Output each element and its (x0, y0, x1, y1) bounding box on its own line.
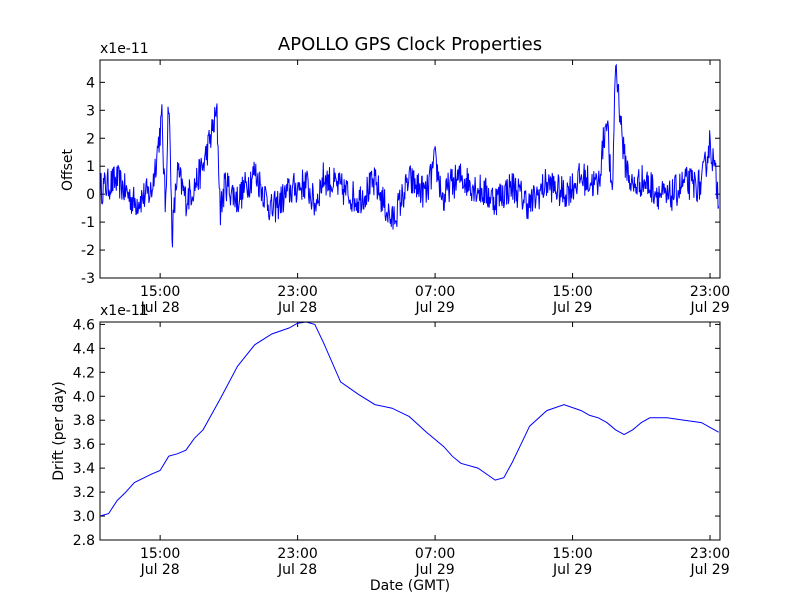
x-tick-label-date: Jul 28 (140, 562, 180, 578)
x-tick-label-date: Jul 29 (689, 300, 729, 316)
y-tick-label: 3.4 (73, 461, 95, 477)
y-tick-label: 0 (86, 187, 95, 203)
x-tick-label-time: 23:00 (277, 284, 317, 300)
y-tick-label: 4.2 (73, 365, 95, 381)
x-tick-label-date: Jul 29 (552, 562, 592, 578)
offset-y-axis-label: Offset (60, 148, 76, 191)
y-tick-label: 4.6 (73, 317, 95, 333)
x-tick-label-date: Jul 28 (277, 562, 317, 578)
x-tick-label-time: 07:00 (415, 546, 455, 562)
chart-title: APOLLO GPS Clock Properties (278, 34, 542, 55)
drift-exponent-label: x1e-11 (100, 303, 149, 319)
x-tick-label-date: Jul 29 (415, 562, 455, 578)
x-tick-label-date: Jul 29 (689, 562, 729, 578)
x-tick-label-time: 15:00 (140, 546, 180, 562)
y-tick-label: 3.8 (73, 413, 95, 429)
drift-y-axis-label: Drift (per day) (51, 381, 67, 480)
y-tick-label: 4.4 (73, 341, 95, 357)
x-tick-label-time: 15:00 (552, 546, 592, 562)
y-tick-label: 3.0 (73, 509, 95, 525)
drift-x-axis-label: Date (GMT) (370, 578, 450, 594)
drift-panel: x1e-11 Drift (per day) Date (GMT) 2.8 3.0… (51, 303, 730, 594)
x-tick-label-time: 07:00 (415, 284, 455, 300)
offset-exponent-label: x1e-11 (100, 41, 149, 57)
y-tick-label: 1 (86, 159, 95, 175)
x-tick-label-time: 23:00 (690, 284, 730, 300)
y-tick-label: 4.0 (73, 389, 95, 405)
y-tick-label: -1 (81, 215, 95, 231)
x-tick-label-time: 23:00 (690, 546, 730, 562)
x-tick-label-date: Jul 28 (277, 300, 317, 316)
y-tick-label: 2.8 (73, 533, 95, 549)
x-tick-label-date: Jul 29 (552, 300, 592, 316)
x-tick-label-date: Jul 28 (140, 300, 180, 316)
y-tick-label: 3 (86, 103, 95, 119)
y-tick-label: 4 (86, 75, 95, 91)
drift-series-line (99, 321, 719, 517)
x-tick-label-date: Jul 29 (415, 300, 455, 316)
x-tick-label-time: 23:00 (277, 546, 317, 562)
y-tick-label: -2 (81, 243, 95, 259)
x-tick-label-time: 15:00 (140, 284, 180, 300)
offset-axes-frame (99, 59, 721, 279)
offset-series-line (99, 63, 720, 248)
y-tick-label: 3.6 (73, 437, 95, 453)
y-tick-label: -3 (81, 271, 95, 287)
x-tick-label-time: 15:00 (552, 284, 592, 300)
y-tick-label: 3.2 (73, 485, 95, 501)
drift-axes-frame (99, 321, 721, 541)
y-tick-label: 2 (86, 131, 95, 147)
